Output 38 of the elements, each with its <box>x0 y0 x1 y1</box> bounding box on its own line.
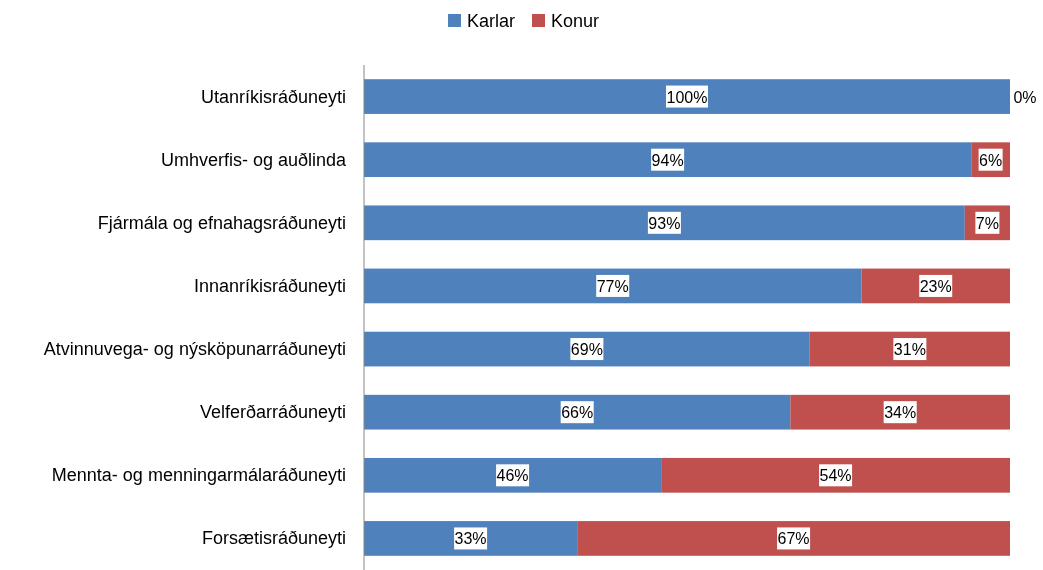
data-label: 31% <box>893 341 926 359</box>
data-label: 93% <box>648 214 681 232</box>
bar <box>364 521 578 556</box>
bar <box>364 142 972 178</box>
y-tick-label: Mennta- og menningarmálaráðuneyti <box>51 465 346 486</box>
bar <box>577 521 1010 556</box>
y-tick-label: Innanríkisráðuneyti <box>193 275 346 296</box>
data-label: 66% <box>561 404 594 422</box>
bar <box>364 268 862 304</box>
data-label: 33% <box>454 530 487 548</box>
legend-label: Karlar <box>467 11 516 31</box>
data-label: 77% <box>596 277 629 295</box>
y-tick-label: Velferðarráðuneyti <box>199 402 346 423</box>
bar <box>364 79 1010 114</box>
bar <box>661 457 1010 493</box>
bar <box>809 331 1010 367</box>
y-tick-label: Forsætisráðuneyti <box>201 528 346 549</box>
y-tick-label: Umhverfis- og auðlinda <box>160 149 347 170</box>
bar <box>790 394 1010 430</box>
y-tick-label: Utanríkisráðuneyti <box>200 86 346 107</box>
y-tick-label: Fjármála og efnahagsráðuneyti <box>97 212 346 233</box>
bar <box>364 205 965 241</box>
data-label: 46% <box>496 467 529 485</box>
bar <box>364 457 662 493</box>
data-label: 100% <box>666 88 708 106</box>
data-label: 94% <box>651 151 684 169</box>
data-label: 6% <box>979 151 1003 169</box>
data-label: 69% <box>570 341 603 359</box>
data-label: 23% <box>919 277 952 295</box>
legend-label: Konur <box>551 11 600 31</box>
data-label: 34% <box>884 404 917 422</box>
bar <box>364 331 810 367</box>
data-label: 67% <box>777 530 810 548</box>
data-label: 0% <box>1013 88 1037 106</box>
data-label: 54% <box>819 467 852 485</box>
bar <box>364 394 791 430</box>
data-label: 7% <box>975 214 999 232</box>
y-tick-label: Atvinnuvega- og nýsköpunarráðuneyti <box>43 339 346 360</box>
